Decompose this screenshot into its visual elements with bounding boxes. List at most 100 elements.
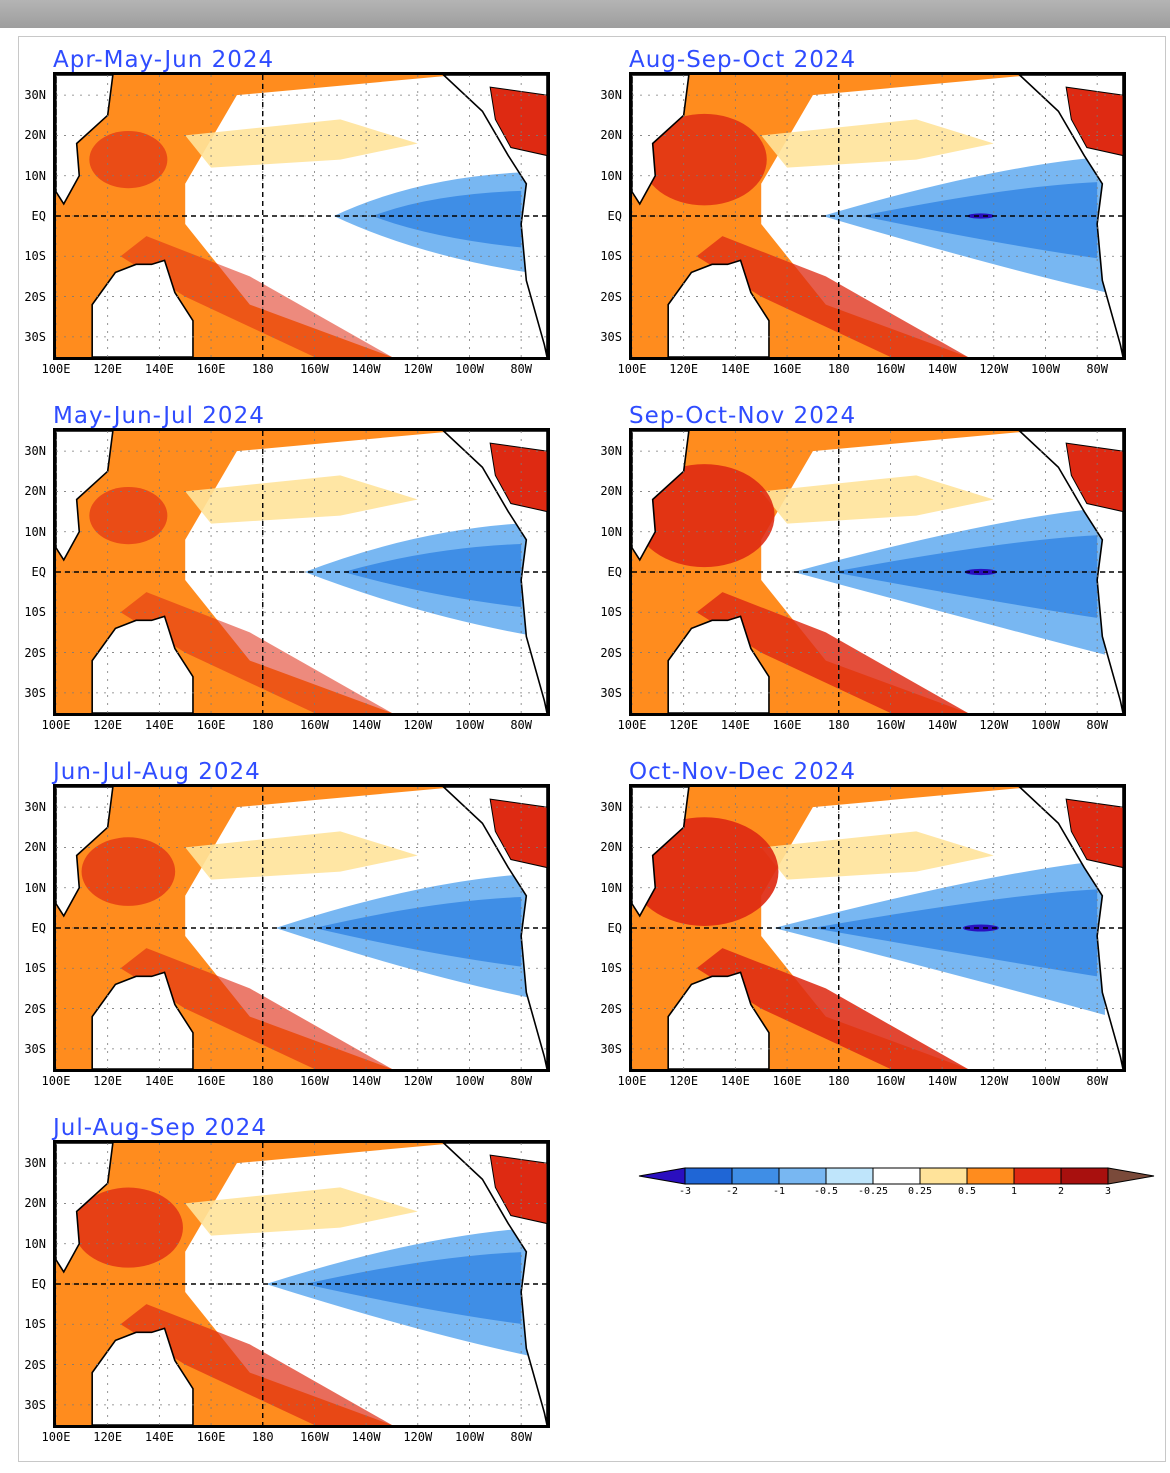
lat-tick-label: 10N — [600, 524, 622, 539]
lon-tick-label: 120W — [979, 1074, 1009, 1088]
map-panel: Apr-May-Jun 2024 30N 20N 10N EQ 10S 20S 30S 100E… — [0, 48, 550, 382]
lat-tick-label: 20S — [24, 289, 46, 304]
lon-tick-label: 160E — [196, 718, 226, 732]
lon-tick-label: 120W — [403, 718, 433, 732]
colorbar-low-arrow — [638, 1167, 686, 1185]
panel-title: Sep-Oct-Nov 2024 — [629, 403, 857, 429]
colorbar-graphic — [638, 1167, 1155, 1185]
lat-tick-label: 30N — [600, 444, 622, 459]
sst-anomaly-map — [53, 784, 550, 1072]
lon-tick-label: 140E — [720, 362, 750, 376]
warm-pool-north — [632, 817, 779, 926]
window-top-bar — [0, 0, 1170, 28]
lon-tick-label: 160E — [772, 718, 802, 732]
lat-tick-label: 30S — [600, 329, 622, 344]
sst-anomaly-map — [629, 428, 1126, 716]
map-panel: Jul-Aug-Sep 2024 30N 20N 10N EQ 10S 20S 30S 100E… — [0, 1116, 550, 1450]
colorbar-tick-label: 3 — [1104, 1186, 1112, 1197]
lon-tick-label: 160W — [299, 362, 329, 376]
lon-tick-label: 120E — [93, 718, 123, 732]
lon-tick-label: 160E — [196, 1074, 226, 1088]
colorbar-swatch — [731, 1167, 780, 1185]
lon-tick-label: 160E — [196, 1430, 226, 1444]
gulf-caribbean-warm — [489, 798, 547, 869]
colorbar-tick-label: -1 — [772, 1186, 786, 1197]
colorbar-tick-label: 0.25 — [907, 1186, 933, 1197]
sst-anomaly-map — [629, 72, 1126, 360]
weak-warm-band — [185, 475, 418, 524]
colorbar-tick-label: 1 — [1010, 1186, 1018, 1197]
australia-landmass — [91, 971, 194, 1069]
lat-tick-label: EQ — [31, 565, 46, 579]
lat-tick-label: 10S — [24, 961, 46, 976]
lon-tick-label: 120W — [403, 362, 433, 376]
lon-tick-label: 140W — [351, 718, 381, 732]
map-canvas — [632, 431, 1123, 713]
lon-tick-label: 140E — [720, 718, 750, 732]
lon-tick-label: 80W — [1086, 1074, 1108, 1088]
colorbar-swatch — [966, 1167, 1015, 1185]
cold-tongue-inner — [812, 889, 1098, 977]
australia-landmass — [667, 259, 770, 357]
colorbar-high-arrow — [1107, 1167, 1155, 1185]
lat-tick-label: 10S — [600, 961, 622, 976]
lon-tick-label: 160W — [875, 718, 905, 732]
lon-tick-label: 120E — [93, 1074, 123, 1088]
lat-tick-label: 20N — [24, 1196, 46, 1211]
warm-pool-north — [634, 464, 775, 568]
lon-tick-label: 140W — [351, 1074, 381, 1088]
asia-landmass — [56, 431, 114, 562]
lon-tick-label: 120W — [403, 1430, 433, 1444]
lon-tick-label: 100W — [455, 718, 484, 732]
sst-anomaly-map — [53, 1140, 550, 1428]
lon-tick-label: 180 — [251, 718, 274, 732]
map-panel: Jun-Jul-Aug 2024 30N 20N 10N EQ 10S 20S 30S 100E… — [0, 760, 550, 1094]
gulf-caribbean-warm — [489, 442, 547, 513]
lon-tick-label: 180 — [251, 1430, 274, 1444]
lat-tick-label: 20N — [600, 484, 622, 499]
lon-tick-label: 80W — [510, 718, 532, 732]
panel-title: Jul-Aug-Sep 2024 — [53, 1115, 267, 1141]
lat-tick-label: 10N — [24, 524, 46, 539]
lat-tick-label: EQ — [31, 1277, 46, 1291]
lon-tick-label: 160W — [299, 1074, 329, 1088]
panel-title: May-Jun-Jul 2024 — [53, 403, 265, 429]
gulf-caribbean-warm — [1065, 86, 1123, 157]
lon-tick-label: 100W — [455, 1074, 484, 1088]
cold-tongue-core — [964, 568, 998, 576]
australia-landmass — [91, 615, 194, 713]
asia-landmass — [56, 75, 114, 206]
lon-tick-label: 180 — [827, 362, 850, 376]
lon-tick-label: 100E — [617, 362, 647, 376]
cold-tongue-core — [962, 924, 999, 932]
lon-tick-label: 180 — [251, 362, 274, 376]
lon-tick-label: 100E — [41, 362, 71, 376]
lat-tick-label: 20S — [24, 1357, 46, 1372]
lon-tick-label: 80W — [510, 362, 532, 376]
gulf-caribbean-warm — [1065, 442, 1123, 513]
map-panel: Oct-Nov-Dec 2024 30N 20N 10N EQ 10S 20S 30S 100E… — [554, 760, 1126, 1094]
lat-tick-label: 20N — [24, 840, 46, 855]
warm-pool-north — [81, 837, 176, 906]
lon-tick-label: 160W — [875, 1074, 905, 1088]
asia-landmass — [632, 431, 690, 562]
colorbar-swatch — [1013, 1167, 1062, 1185]
lon-tick-label: 140W — [927, 1074, 957, 1088]
lon-tick-label: 100W — [455, 362, 484, 376]
colorbar-tick-label: -0.5 — [813, 1186, 839, 1197]
lat-tick-label: EQ — [31, 921, 46, 935]
lat-tick-label: 10S — [24, 249, 46, 264]
lat-tick-label: 10N — [600, 168, 622, 183]
map-canvas — [56, 787, 547, 1069]
lat-tick-label: 30N — [600, 800, 622, 815]
lat-tick-label: 10N — [24, 1236, 46, 1251]
australia-landmass — [667, 615, 770, 713]
cold-tongue-core — [967, 213, 995, 219]
lon-tick-label: 180 — [827, 1074, 850, 1088]
lon-tick-label: 140W — [927, 362, 957, 376]
lon-tick-label: 100E — [617, 1074, 647, 1088]
lon-tick-label: 120E — [669, 362, 699, 376]
gulf-caribbean-warm — [1065, 798, 1123, 869]
warm-pool-north — [89, 131, 168, 189]
colorbar-tick-label: -3 — [678, 1186, 692, 1197]
